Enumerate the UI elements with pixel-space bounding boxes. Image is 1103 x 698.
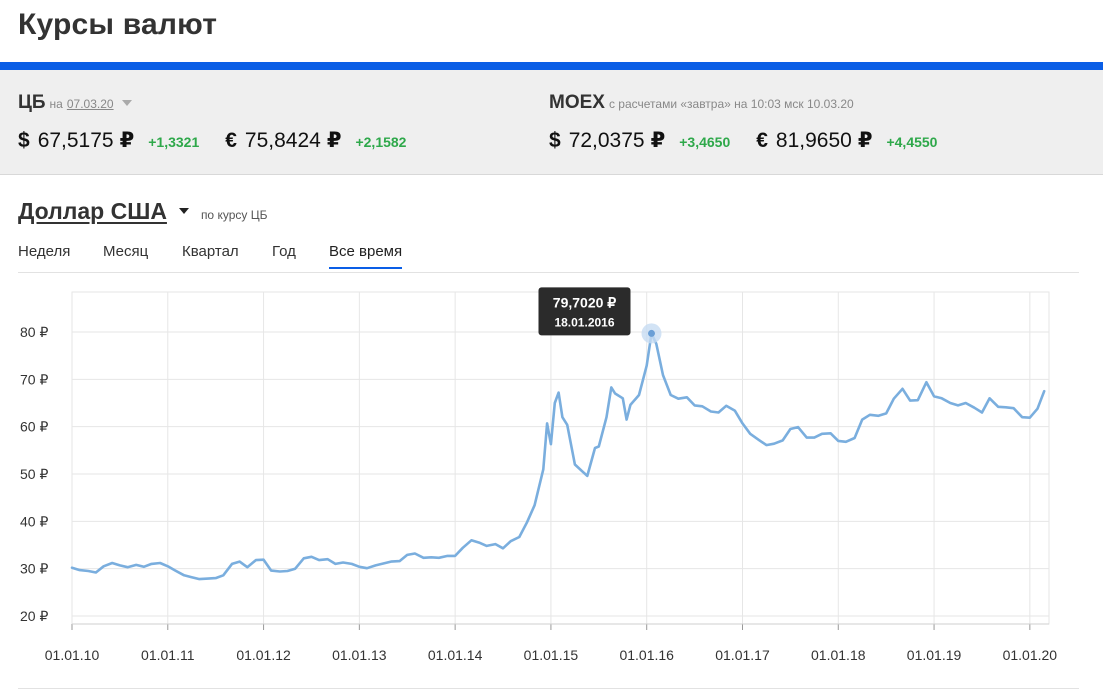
x-tick-label: 01.01.16 bbox=[619, 647, 674, 663]
tooltip-value: 79,7020 ₽ bbox=[553, 294, 616, 310]
moex-note: с расчетами «завтра» на 10:03 мск 10.03.… bbox=[608, 97, 854, 111]
usd-rate-line bbox=[70, 332, 1046, 581]
tab-week[interactable]: Неделя bbox=[18, 243, 71, 260]
usd-rate-chart: 20 ₽ 30 ₽ 40 ₽ 50 ₽ 60 ₽ 70 ₽ 80 ₽ 01.01.10 01.0… bbox=[20, 287, 1058, 663]
moex-usd-value: 72,0375 bbox=[568, 129, 645, 152]
highlight-point bbox=[647, 329, 655, 337]
euro-icon: € bbox=[756, 129, 768, 152]
tab-all-time[interactable]: Все время bbox=[329, 243, 403, 269]
x-tick-label: 01.01.15 bbox=[524, 647, 579, 663]
y-tick-label: 30 ₽ bbox=[20, 561, 48, 577]
ruble-icon: ₽ bbox=[326, 129, 342, 152]
moex-name: MOEX bbox=[549, 92, 605, 113]
period-tabs: Неделя Месяц Квартал Год Все время bbox=[18, 243, 1079, 273]
tooltip-box bbox=[538, 287, 631, 336]
currency-selector[interactable]: Доллар США по курсу ЦБ bbox=[18, 198, 267, 225]
rates-panel: ЦБ на 07.03.20 $ 67,5175 ₽ +1,3321 € 75,… bbox=[0, 70, 1103, 175]
header-accent-bar bbox=[0, 62, 1103, 70]
plot-frame bbox=[71, 291, 1050, 625]
y-tick-label: 70 ₽ bbox=[20, 371, 48, 387]
x-tick-label: 01.01.18 bbox=[811, 647, 866, 663]
cb-header: ЦБ на 07.03.20 bbox=[18, 92, 132, 114]
dollar-icon: $ bbox=[18, 129, 30, 152]
cb-date-link[interactable]: 07.03.20 bbox=[66, 97, 114, 111]
cb-eur-rate: € 75,8424 ₽ +2,1582 bbox=[225, 128, 406, 153]
tab-quarter[interactable]: Квартал bbox=[182, 243, 239, 260]
x-tick-label: 01.01.10 bbox=[45, 647, 100, 663]
cb-usd-change: +1,3321 bbox=[148, 134, 200, 150]
y-tick-label: 50 ₽ bbox=[20, 466, 48, 482]
y-tick-label: 40 ₽ bbox=[20, 513, 48, 529]
ruble-icon: ₽ bbox=[119, 129, 135, 152]
cb-eur-change: +2,1582 bbox=[355, 134, 407, 150]
y-tick-label: 20 ₽ bbox=[20, 608, 48, 624]
x-tick-label: 01.01.20 bbox=[1003, 647, 1058, 663]
x-tick-label: 01.01.19 bbox=[907, 647, 962, 663]
cb-usd-value: 67,5175 bbox=[37, 129, 114, 152]
x-tick-label: 01.01.14 bbox=[428, 647, 483, 663]
ruble-icon: ₽ bbox=[857, 129, 873, 152]
tooltip-date: 18.01.2016 bbox=[554, 315, 614, 329]
x-tick-label: 01.01.11 bbox=[141, 647, 195, 663]
bottom-divider bbox=[18, 688, 1079, 689]
x-tick-label: 01.01.12 bbox=[236, 647, 291, 663]
moex-usd-rate: $ 72,0375 ₽ +3,4650 bbox=[549, 128, 730, 153]
moex-eur-rate: € 81,9650 ₽ +4,4550 bbox=[756, 128, 937, 153]
x-tick-label: 01.01.17 bbox=[715, 647, 770, 663]
cb-usd-rate: $ 67,5175 ₽ +1,3321 bbox=[18, 128, 199, 153]
cb-eur-value: 75,8424 bbox=[244, 129, 321, 152]
y-tick-label: 60 ₽ bbox=[20, 419, 48, 435]
currency-basis: по курсу ЦБ bbox=[200, 208, 268, 222]
moex-eur-change: +4,4550 bbox=[886, 134, 938, 150]
moex-usd-change: +3,4650 bbox=[679, 134, 731, 150]
tab-year[interactable]: Год bbox=[272, 243, 296, 260]
x-tick-label: 01.01.13 bbox=[332, 647, 387, 663]
y-tick-label: 80 ₽ bbox=[20, 324, 48, 340]
caret-down-icon[interactable] bbox=[178, 208, 189, 214]
ruble-icon: ₽ bbox=[650, 129, 666, 152]
moex-header: MOEX с расчетами «завтра» на 10:03 мск 1… bbox=[549, 92, 854, 114]
euro-icon: € bbox=[225, 129, 237, 152]
tab-month[interactable]: Месяц bbox=[103, 243, 149, 260]
cb-date-prefix: на bbox=[49, 97, 63, 111]
dollar-icon: $ bbox=[549, 129, 561, 152]
page-title: Курсы валют bbox=[18, 8, 218, 41]
currency-name[interactable]: Доллар США bbox=[18, 198, 167, 224]
moex-eur-value: 81,9650 bbox=[775, 129, 852, 152]
moex-values: $ 72,0375 ₽ +3,4650 € 81,9650 ₽ +4,4550 bbox=[549, 128, 963, 153]
cb-name: ЦБ bbox=[18, 92, 46, 113]
cb-values: $ 67,5175 ₽ +1,3321 € 75,8424 ₽ +2,1582 bbox=[18, 128, 432, 153]
chevron-down-icon[interactable] bbox=[121, 100, 132, 106]
